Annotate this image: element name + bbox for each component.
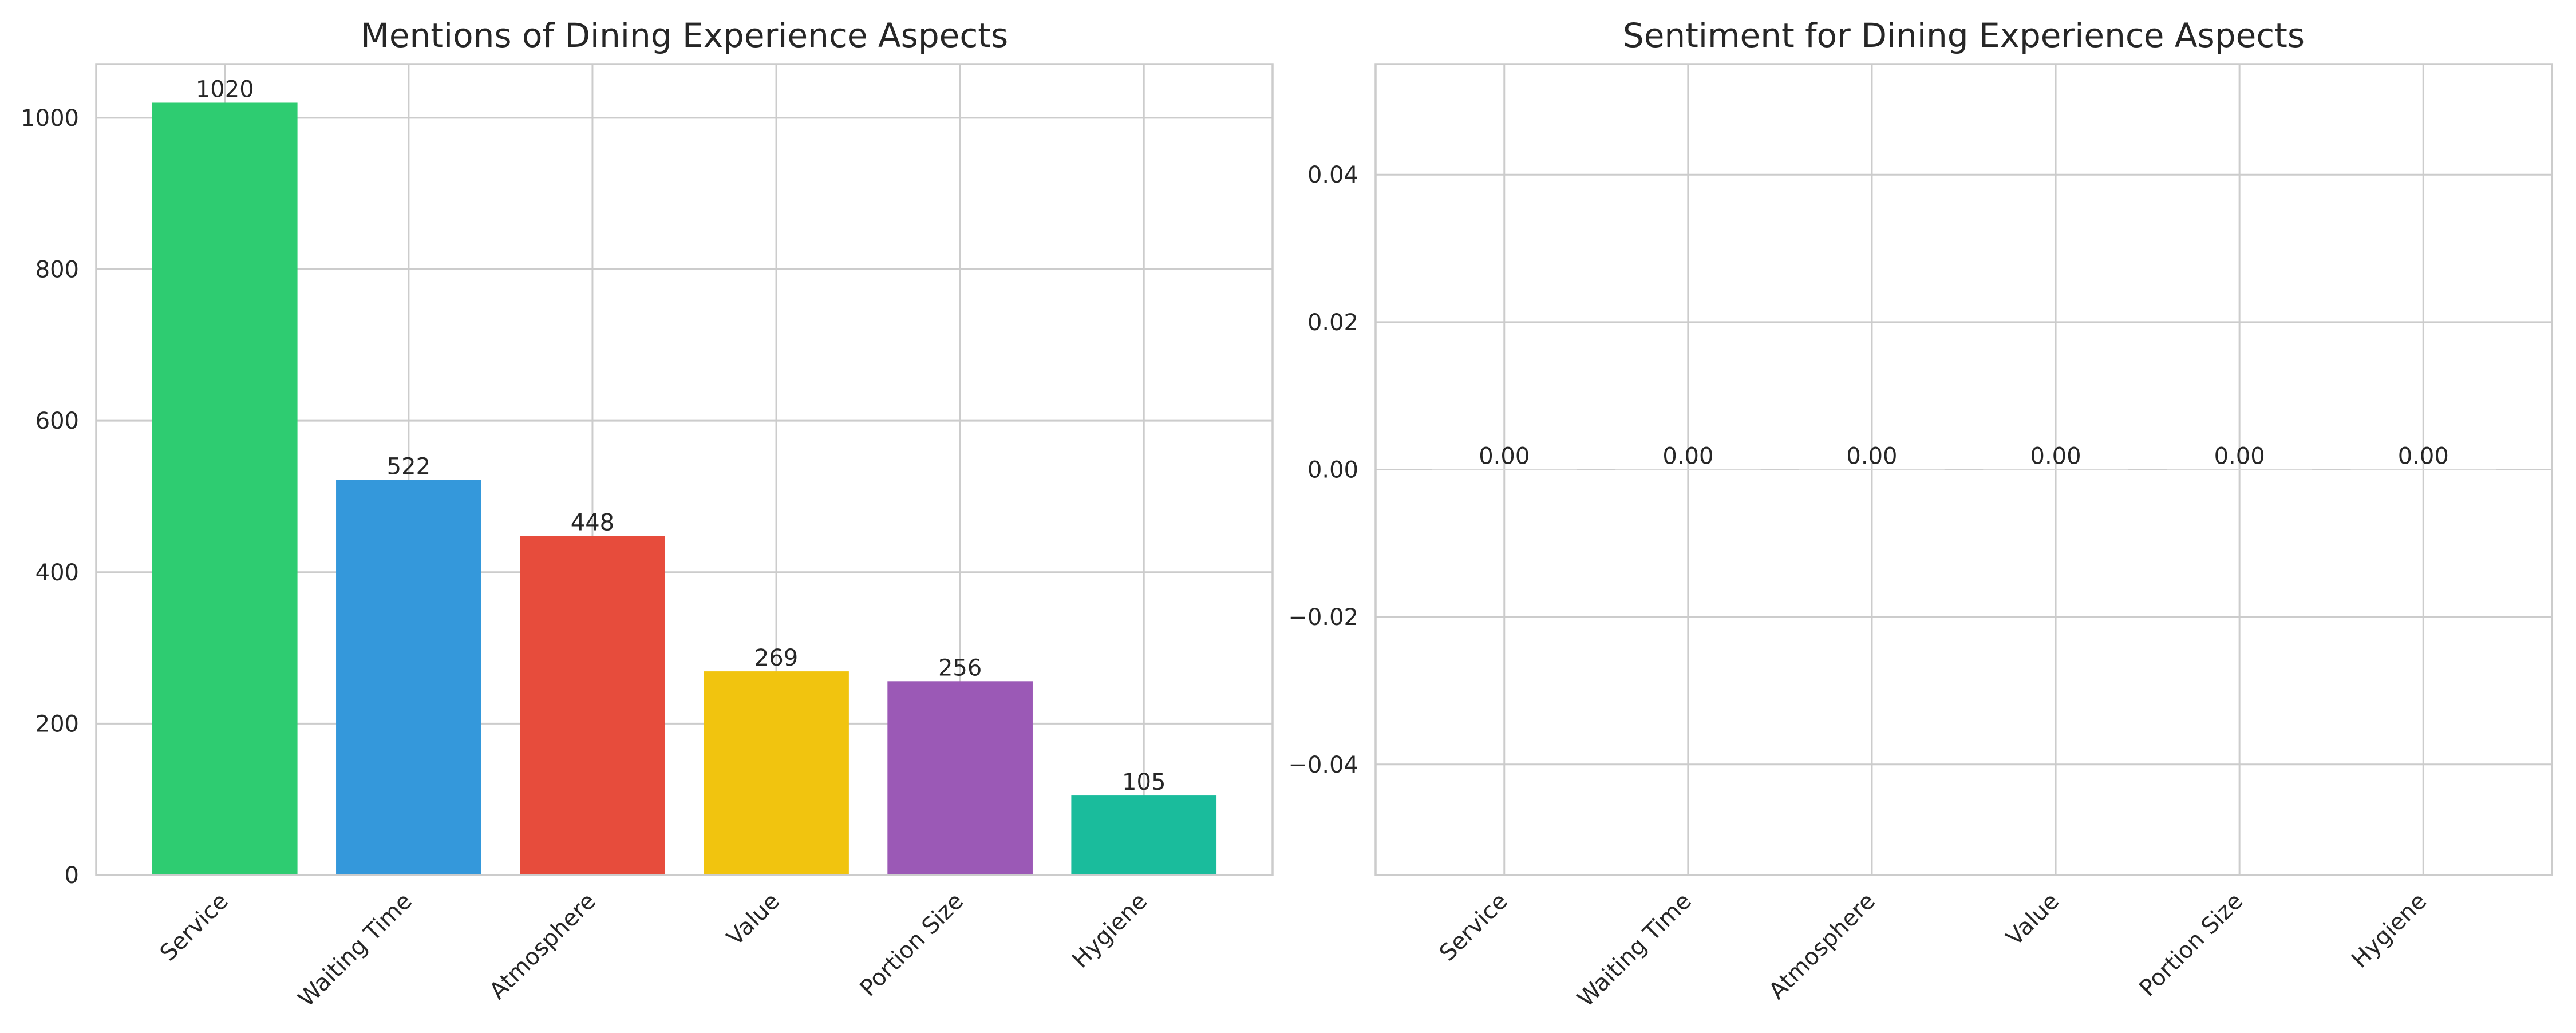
data-label: 0.00 xyxy=(2030,444,2081,470)
y-tick-label: 0.04 xyxy=(1307,162,1358,188)
data-label: 105 xyxy=(1122,769,1165,795)
x-tick-label: Portion Size xyxy=(855,888,969,1002)
x-tick-label: Service xyxy=(1435,888,1513,967)
x-tick-label: Waiting Time xyxy=(1573,888,1697,1012)
x-tick-label: Atmosphere xyxy=(1764,888,1880,1005)
sentiment-chart: Sentiment for Dining Experience Aspects 0… xyxy=(1288,16,2553,1012)
mentions-chart: Mentions of Dining Experience Aspects 102… xyxy=(21,16,1274,1012)
y-tick-label: 0 xyxy=(65,862,79,889)
bar-atmosphere xyxy=(1799,469,1945,470)
y-tick-label: 400 xyxy=(35,560,79,586)
data-label: 1020 xyxy=(196,76,254,102)
data-label: 448 xyxy=(571,509,614,536)
bar-hygiene xyxy=(1071,795,1217,875)
bar-service xyxy=(1431,469,1577,470)
bar-service xyxy=(152,102,298,875)
x-tick-label: Value xyxy=(722,888,785,951)
x-tick-label: Value xyxy=(2001,888,2064,951)
y-tick-label: 800 xyxy=(35,257,79,283)
data-label: 0.00 xyxy=(1662,444,1713,470)
data-label: 522 xyxy=(387,453,430,480)
y-tick-label: 0.02 xyxy=(1307,310,1358,336)
data-label: 0.00 xyxy=(1479,444,1530,470)
x-tick-label: Atmosphere xyxy=(484,888,601,1005)
bar-portion-size xyxy=(887,681,1033,875)
x-tick-label: Service xyxy=(155,888,234,967)
y-tick-label: 600 xyxy=(35,408,79,434)
bar-atmosphere xyxy=(520,536,665,875)
bar-hygiene xyxy=(2350,469,2496,470)
y-tick-label: 200 xyxy=(35,711,79,737)
x-tick-label: Hygiene xyxy=(1067,888,1152,973)
data-label: 0.00 xyxy=(1846,444,1897,470)
bar-waiting-time xyxy=(1615,469,1761,470)
y-tick-label: −0.04 xyxy=(1288,752,1358,778)
x-tick-label: Waiting Time xyxy=(293,888,417,1012)
y-tick-label: 0.00 xyxy=(1307,457,1358,484)
chart-title: Sentiment for Dining Experience Aspects xyxy=(1623,16,2305,55)
data-label: 0.00 xyxy=(2398,444,2449,470)
x-tick-label: Portion Size xyxy=(2134,888,2248,1002)
data-label: 269 xyxy=(754,645,798,671)
y-tick-label: −0.02 xyxy=(1288,604,1358,631)
data-label: 0.00 xyxy=(2214,444,2265,470)
plot-frame xyxy=(1374,63,2553,876)
bar-value xyxy=(704,671,849,875)
chart-title: Mentions of Dining Experience Aspects xyxy=(361,16,1008,55)
bar-waiting-time xyxy=(336,480,481,875)
bar-portion-size xyxy=(2167,469,2312,470)
data-label: 256 xyxy=(938,655,982,681)
plot-frame xyxy=(95,63,1274,876)
y-tick-label: 1000 xyxy=(21,105,79,132)
bar-value xyxy=(1983,469,2128,470)
x-tick-label: Hygiene xyxy=(2346,888,2432,973)
